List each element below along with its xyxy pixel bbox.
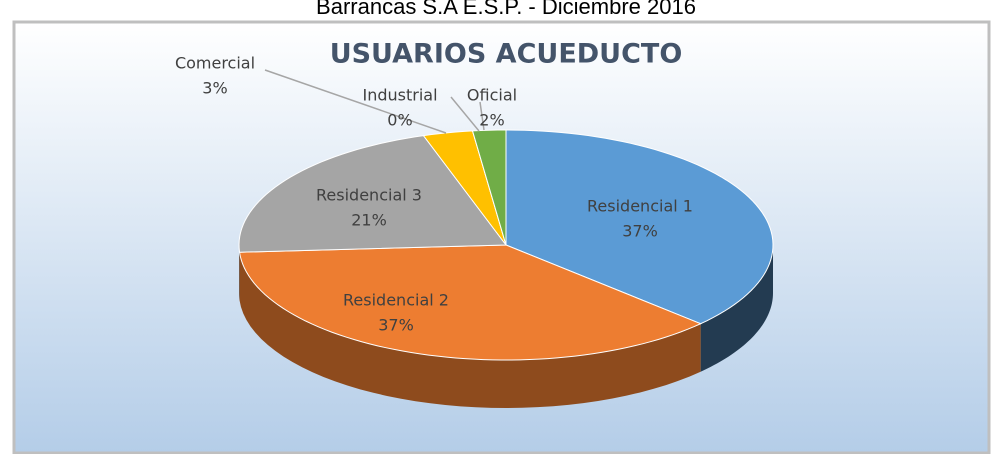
data-label-category: Comercial	[175, 54, 255, 73]
pie	[238, 129, 774, 408]
leader-line	[264, 69, 447, 134]
slice	[505, 129, 774, 325]
slice	[471, 129, 507, 246]
leader-line	[450, 96, 480, 132]
slice	[422, 130, 507, 246]
leader-line	[479, 101, 485, 131]
slice-side	[239, 252, 701, 408]
slice-side	[700, 245, 773, 372]
data-label-value: 37%	[378, 316, 414, 335]
data-label-value: 37%	[622, 222, 658, 241]
data-label-value: 3%	[202, 79, 227, 98]
data-label-category: Industrial	[362, 86, 437, 105]
slice	[238, 244, 702, 361]
data-label-category: Oficial	[467, 86, 517, 105]
slice	[238, 135, 507, 253]
slice-side	[239, 245, 240, 301]
data-label-category: Residencial 2	[343, 291, 449, 310]
data-label-category: Residencial 1	[587, 197, 693, 216]
data-label-value: 2%	[479, 111, 504, 130]
data-label-value: 21%	[351, 211, 387, 230]
caption: Barrancas S.A E.S.P. - Diciembre 2016	[316, 0, 696, 19]
data-label-category: Residencial 3	[316, 186, 422, 205]
chart-title: USUARIOS ACUEDUCTO	[330, 39, 683, 70]
data-label-value: 0%	[387, 111, 412, 130]
labels: Residencial 1 37% Residencial 2 37% Residenc…	[175, 54, 693, 335]
